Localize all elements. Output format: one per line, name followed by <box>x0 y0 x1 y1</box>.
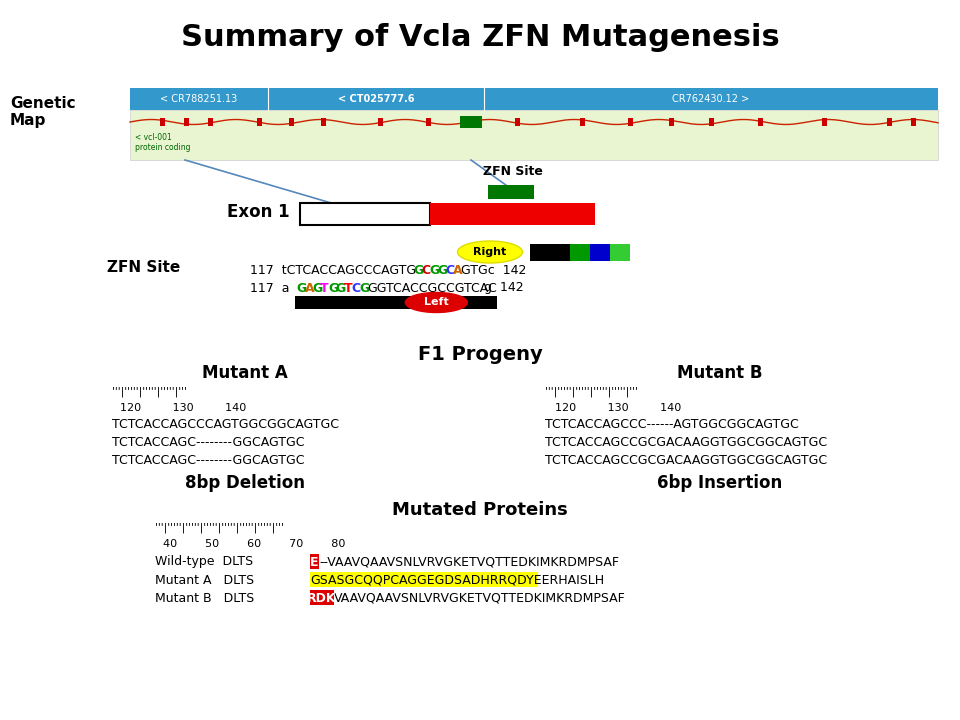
Text: 117  tCTCACCAGCCCAGTG: 117 tCTCACCAGCCCAGTG <box>250 264 416 276</box>
Text: RDK: RDK <box>307 592 337 605</box>
Text: Exon 1: Exon 1 <box>228 203 290 221</box>
Text: TCTCACCAGC--------GGCAGTGC: TCTCACCAGC--------GGCAGTGC <box>112 454 304 467</box>
Text: ZFN Site: ZFN Site <box>107 261 180 276</box>
Text: --VAAVQAAVSNLVRVGKETVQTTEDKIMKRDMPSAF: --VAAVQAAVSNLVRVGKETVQTTEDKIMKRDMPSAF <box>319 556 619 569</box>
Text: Wild-type  DLTS: Wild-type DLTS <box>155 556 253 569</box>
Text: 120         130         140: 120 130 140 <box>555 403 682 413</box>
FancyBboxPatch shape <box>295 296 497 309</box>
FancyBboxPatch shape <box>669 118 674 126</box>
FancyBboxPatch shape <box>570 244 590 261</box>
FancyBboxPatch shape <box>130 88 938 110</box>
FancyBboxPatch shape <box>300 203 430 225</box>
FancyBboxPatch shape <box>460 116 482 128</box>
Ellipse shape <box>458 241 522 263</box>
Text: TCTCACCAGCCGCGACAAGGTGGCGGCAGTGC: TCTCACCAGCCGCGACAAGGTGGCGGCAGTGC <box>545 436 828 449</box>
Text: G: G <box>328 282 338 294</box>
Text: protein coding: protein coding <box>135 143 190 153</box>
FancyBboxPatch shape <box>310 554 319 569</box>
FancyBboxPatch shape <box>911 118 916 126</box>
Text: GSASGCQQPCAGGEGDSADHRRQDYEERHAISLH: GSASGCQQPCAGGEGDSADHRRQDYEERHAISLH <box>310 574 604 587</box>
Text: Mutated Proteins: Mutated Proteins <box>392 501 568 519</box>
Text: G: G <box>312 282 323 294</box>
Text: ZFN Site: ZFN Site <box>483 165 543 178</box>
Text: E: E <box>310 556 319 569</box>
Text: A: A <box>304 282 314 294</box>
Text: Genetic: Genetic <box>10 96 76 110</box>
FancyBboxPatch shape <box>378 118 383 126</box>
Text: 117  a: 117 a <box>250 282 290 294</box>
Text: Mutant A   DLTS: Mutant A DLTS <box>155 574 254 587</box>
FancyBboxPatch shape <box>629 118 634 126</box>
FancyBboxPatch shape <box>208 118 213 126</box>
Text: G: G <box>359 282 370 294</box>
FancyBboxPatch shape <box>467 118 472 126</box>
Text: '''|'''''|'''''|'''''|''': '''|'''''|'''''|'''''|''' <box>112 387 187 397</box>
Text: GGTCACCGCCGTCAC: GGTCACCGCCGTCAC <box>367 282 496 294</box>
Text: G: G <box>437 264 447 276</box>
Text: Left: Left <box>424 297 448 307</box>
Text: 120         130         140: 120 130 140 <box>120 403 247 413</box>
FancyBboxPatch shape <box>530 244 550 261</box>
Text: Mutant B: Mutant B <box>677 364 763 382</box>
FancyBboxPatch shape <box>310 572 538 587</box>
Text: g  142: g 142 <box>484 282 523 294</box>
Text: 8bp Deletion: 8bp Deletion <box>185 474 305 492</box>
Text: < CR788251.13: < CR788251.13 <box>160 94 238 104</box>
Text: 6bp Insertion: 6bp Insertion <box>658 474 782 492</box>
Text: Map: Map <box>10 112 46 127</box>
Text: < CT025777.6: < CT025777.6 <box>338 94 415 104</box>
Text: GTGc  142: GTGc 142 <box>461 264 526 276</box>
FancyBboxPatch shape <box>184 118 189 126</box>
Text: TCTCACCAGCCGCGACAAGGTGGCGGCAGTGC: TCTCACCAGCCGCGACAAGGTGGCGGCAGTGC <box>545 454 828 467</box>
Text: A: A <box>453 264 463 276</box>
FancyBboxPatch shape <box>757 118 763 126</box>
Text: G: G <box>429 264 440 276</box>
Text: '''|'''''|'''''|'''''|'''''|'''''|'''''|''': '''|'''''|'''''|'''''|'''''|'''''|'''''|… <box>155 523 284 534</box>
Text: C: C <box>351 282 361 294</box>
FancyBboxPatch shape <box>516 118 520 126</box>
FancyBboxPatch shape <box>289 118 294 126</box>
FancyBboxPatch shape <box>488 185 534 199</box>
FancyBboxPatch shape <box>130 110 938 160</box>
Text: Mutant B   DLTS: Mutant B DLTS <box>155 592 254 605</box>
FancyBboxPatch shape <box>580 118 585 126</box>
Text: TCTCACCAGC--------GGCAGTGC: TCTCACCAGC--------GGCAGTGC <box>112 436 304 449</box>
FancyBboxPatch shape <box>430 203 595 225</box>
FancyBboxPatch shape <box>310 590 334 605</box>
Text: T: T <box>321 282 329 294</box>
FancyBboxPatch shape <box>709 118 714 126</box>
Text: Right: Right <box>473 247 507 257</box>
FancyBboxPatch shape <box>256 118 262 126</box>
Text: G: G <box>297 282 307 294</box>
Text: G: G <box>336 282 346 294</box>
Text: G: G <box>414 264 424 276</box>
FancyBboxPatch shape <box>426 118 431 126</box>
Text: C: C <box>445 264 454 276</box>
FancyBboxPatch shape <box>159 118 165 126</box>
Text: TCTCACCAGCCC------AGTGGCGGCAGTGC: TCTCACCAGCCC------AGTGGCGGCAGTGC <box>545 418 799 431</box>
Text: CR762430.12 >: CR762430.12 > <box>672 94 750 104</box>
Text: VAAVQAAVSNLVRVGKETVQTTEDKIMKRDMPSAF: VAAVQAAVSNLVRVGKETVQTTEDKIMKRDMPSAF <box>334 592 626 605</box>
FancyBboxPatch shape <box>590 244 610 261</box>
Text: < vcl-001: < vcl-001 <box>135 133 172 143</box>
Text: Summary of Vcla ZFN Mutagenesis: Summary of Vcla ZFN Mutagenesis <box>180 24 780 53</box>
FancyBboxPatch shape <box>610 244 630 261</box>
Ellipse shape <box>405 292 468 312</box>
Text: TCTCACCAGCCCAGTGGCGGCAGTGC: TCTCACCAGCCCAGTGGCGGCAGTGC <box>112 418 339 431</box>
Text: Mutant A: Mutant A <box>203 364 288 382</box>
FancyBboxPatch shape <box>823 118 828 126</box>
Text: '''|'''''|'''''|'''''|'''''|''': '''|'''''|'''''|'''''|'''''|''' <box>545 387 637 397</box>
FancyBboxPatch shape <box>550 244 570 261</box>
FancyBboxPatch shape <box>887 118 892 126</box>
Text: C: C <box>421 264 431 276</box>
FancyBboxPatch shape <box>322 118 326 126</box>
Text: 40        50        60        70        80: 40 50 60 70 80 <box>163 539 346 549</box>
Text: T: T <box>344 282 352 294</box>
Text: F1 Progeny: F1 Progeny <box>418 346 542 364</box>
